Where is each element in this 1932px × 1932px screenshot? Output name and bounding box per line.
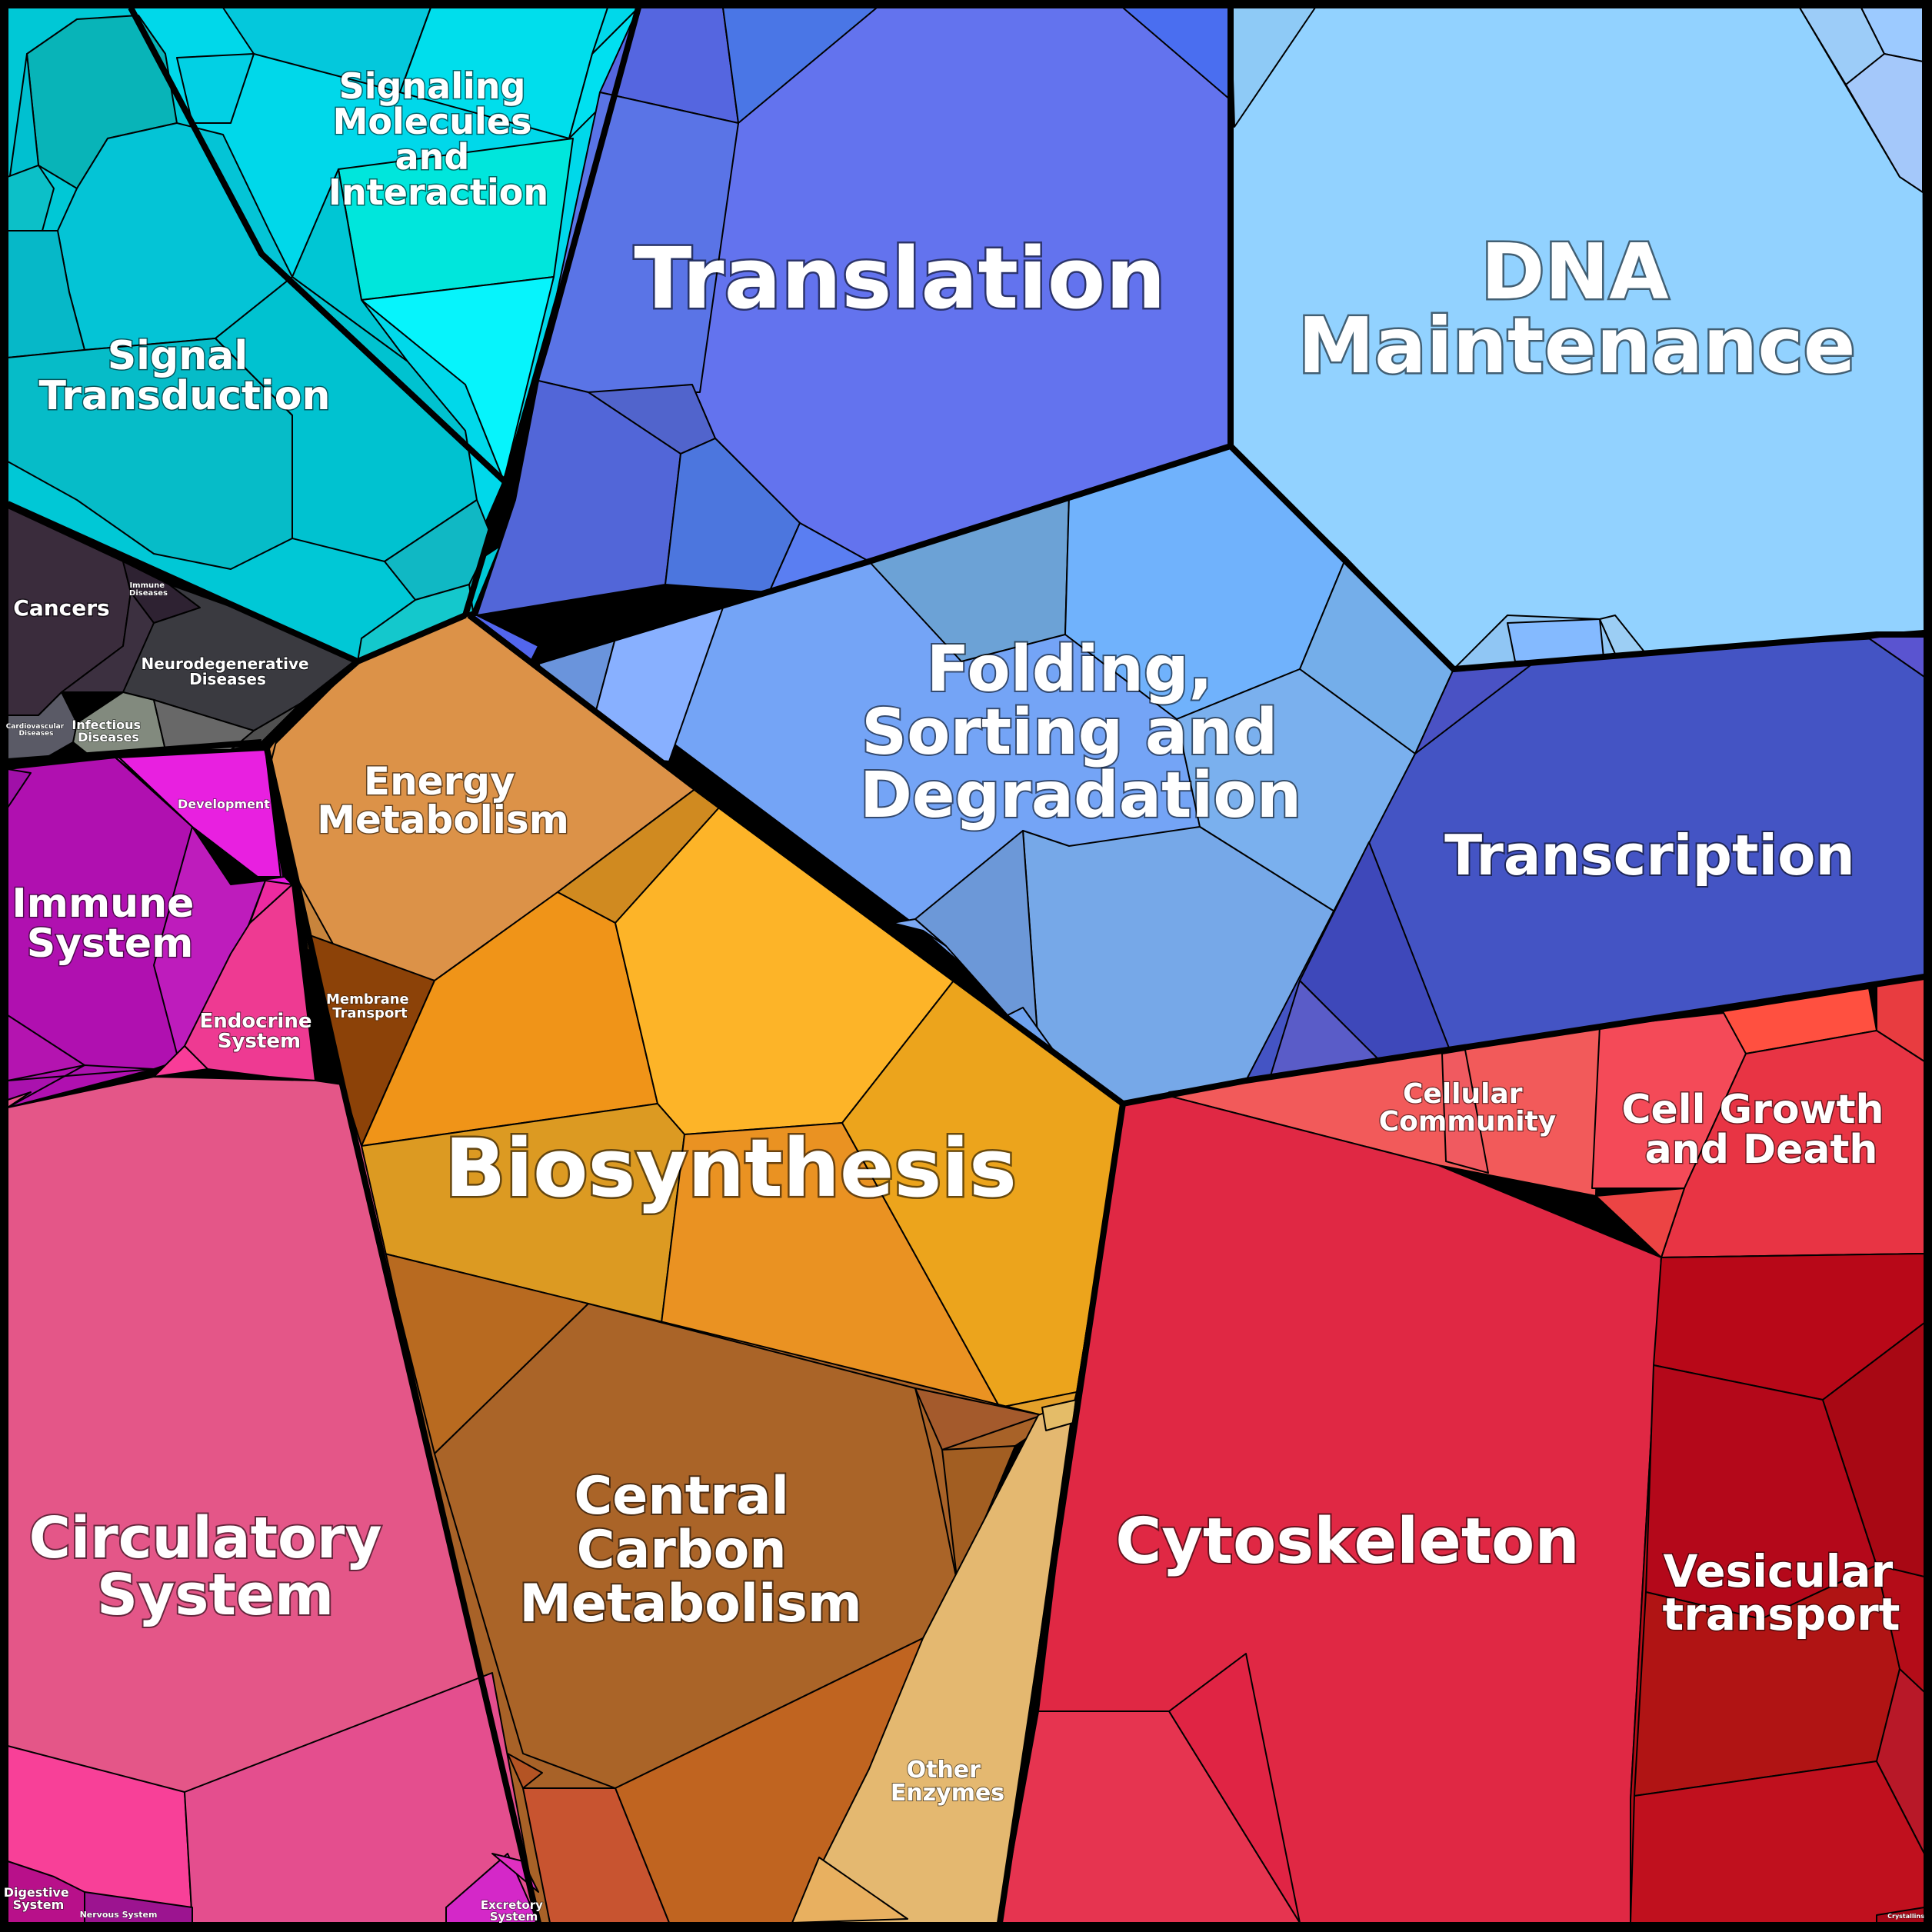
labels: Signaling Molecules and Interaction Sign… <box>3 65 1925 1924</box>
region-borders <box>6 6 1925 1924</box>
label-immune-system: Immune System <box>12 881 208 967</box>
label-development: Development <box>178 797 270 811</box>
label-folding-sorting: Folding, Sorting and Degradation <box>860 633 1301 832</box>
label-infectious-diseases: Infectious Diseases <box>72 718 145 744</box>
label-translation: Translation <box>634 229 1165 328</box>
label-cancers: Cancers <box>13 595 109 621</box>
label-energy-metabolism: Energy Metabolism <box>317 759 569 842</box>
region-biosynthesis[interactable] <box>361 788 1124 1416</box>
region-dna-maintenance[interactable] <box>1230 7 1925 670</box>
label-cardiovascular-diseases: Cardiovascular Diseases <box>6 723 67 738</box>
label-endocrine-system: Endocrine System <box>199 1010 318 1053</box>
label-transcription: Transcription <box>1444 823 1855 888</box>
label-crystallins: Crystallins <box>1887 1913 1924 1920</box>
label-immune-diseases: Immune Diseases <box>129 581 168 598</box>
region-human-diseases[interactable] <box>7 507 355 762</box>
label-other-enzymes: Other Enzymes <box>891 1757 1004 1807</box>
label-nervous-system: Nervous System <box>80 1910 158 1920</box>
label-excretory-system: Excretory System <box>481 1898 547 1924</box>
label-signaling-molecules: Signaling Molecules and Interaction <box>328 65 548 213</box>
region-folding-sorting[interactable] <box>538 445 1454 1104</box>
region-cytoskeleton[interactable] <box>999 1095 1662 1924</box>
label-membrane-transport: Membrane Transport <box>326 991 414 1021</box>
label-biosynthesis: Biosynthesis <box>445 1121 1017 1215</box>
region-translation[interactable] <box>468 7 1231 662</box>
region-other-enzymes[interactable] <box>791 1399 1078 1924</box>
label-signal-transduction: Signal Transduction <box>39 333 331 419</box>
label-dna-maintenance: DNA Maintenance <box>1297 227 1855 391</box>
label-vesicular-transport: Vesicular transport <box>1663 1545 1909 1641</box>
label-neurodegenerative-diseases: Neurodegenerative Diseases <box>141 655 314 688</box>
label-cellular-community: Cellular Community <box>1379 1078 1556 1138</box>
label-circulatory-system: Circulatory System <box>29 1505 402 1628</box>
region-organismal-upper[interactable] <box>7 749 316 1108</box>
label-central-carbon: Central Carbon Metabolism <box>519 1466 862 1634</box>
label-cell-growth-death: Cell Growth and Death <box>1621 1087 1897 1173</box>
label-cytoskeleton: Cytoskeleton <box>1115 1505 1580 1578</box>
label-digestive-system: Digestive System <box>4 1885 74 1912</box>
region-signal-transduction[interactable] <box>7 7 501 662</box>
